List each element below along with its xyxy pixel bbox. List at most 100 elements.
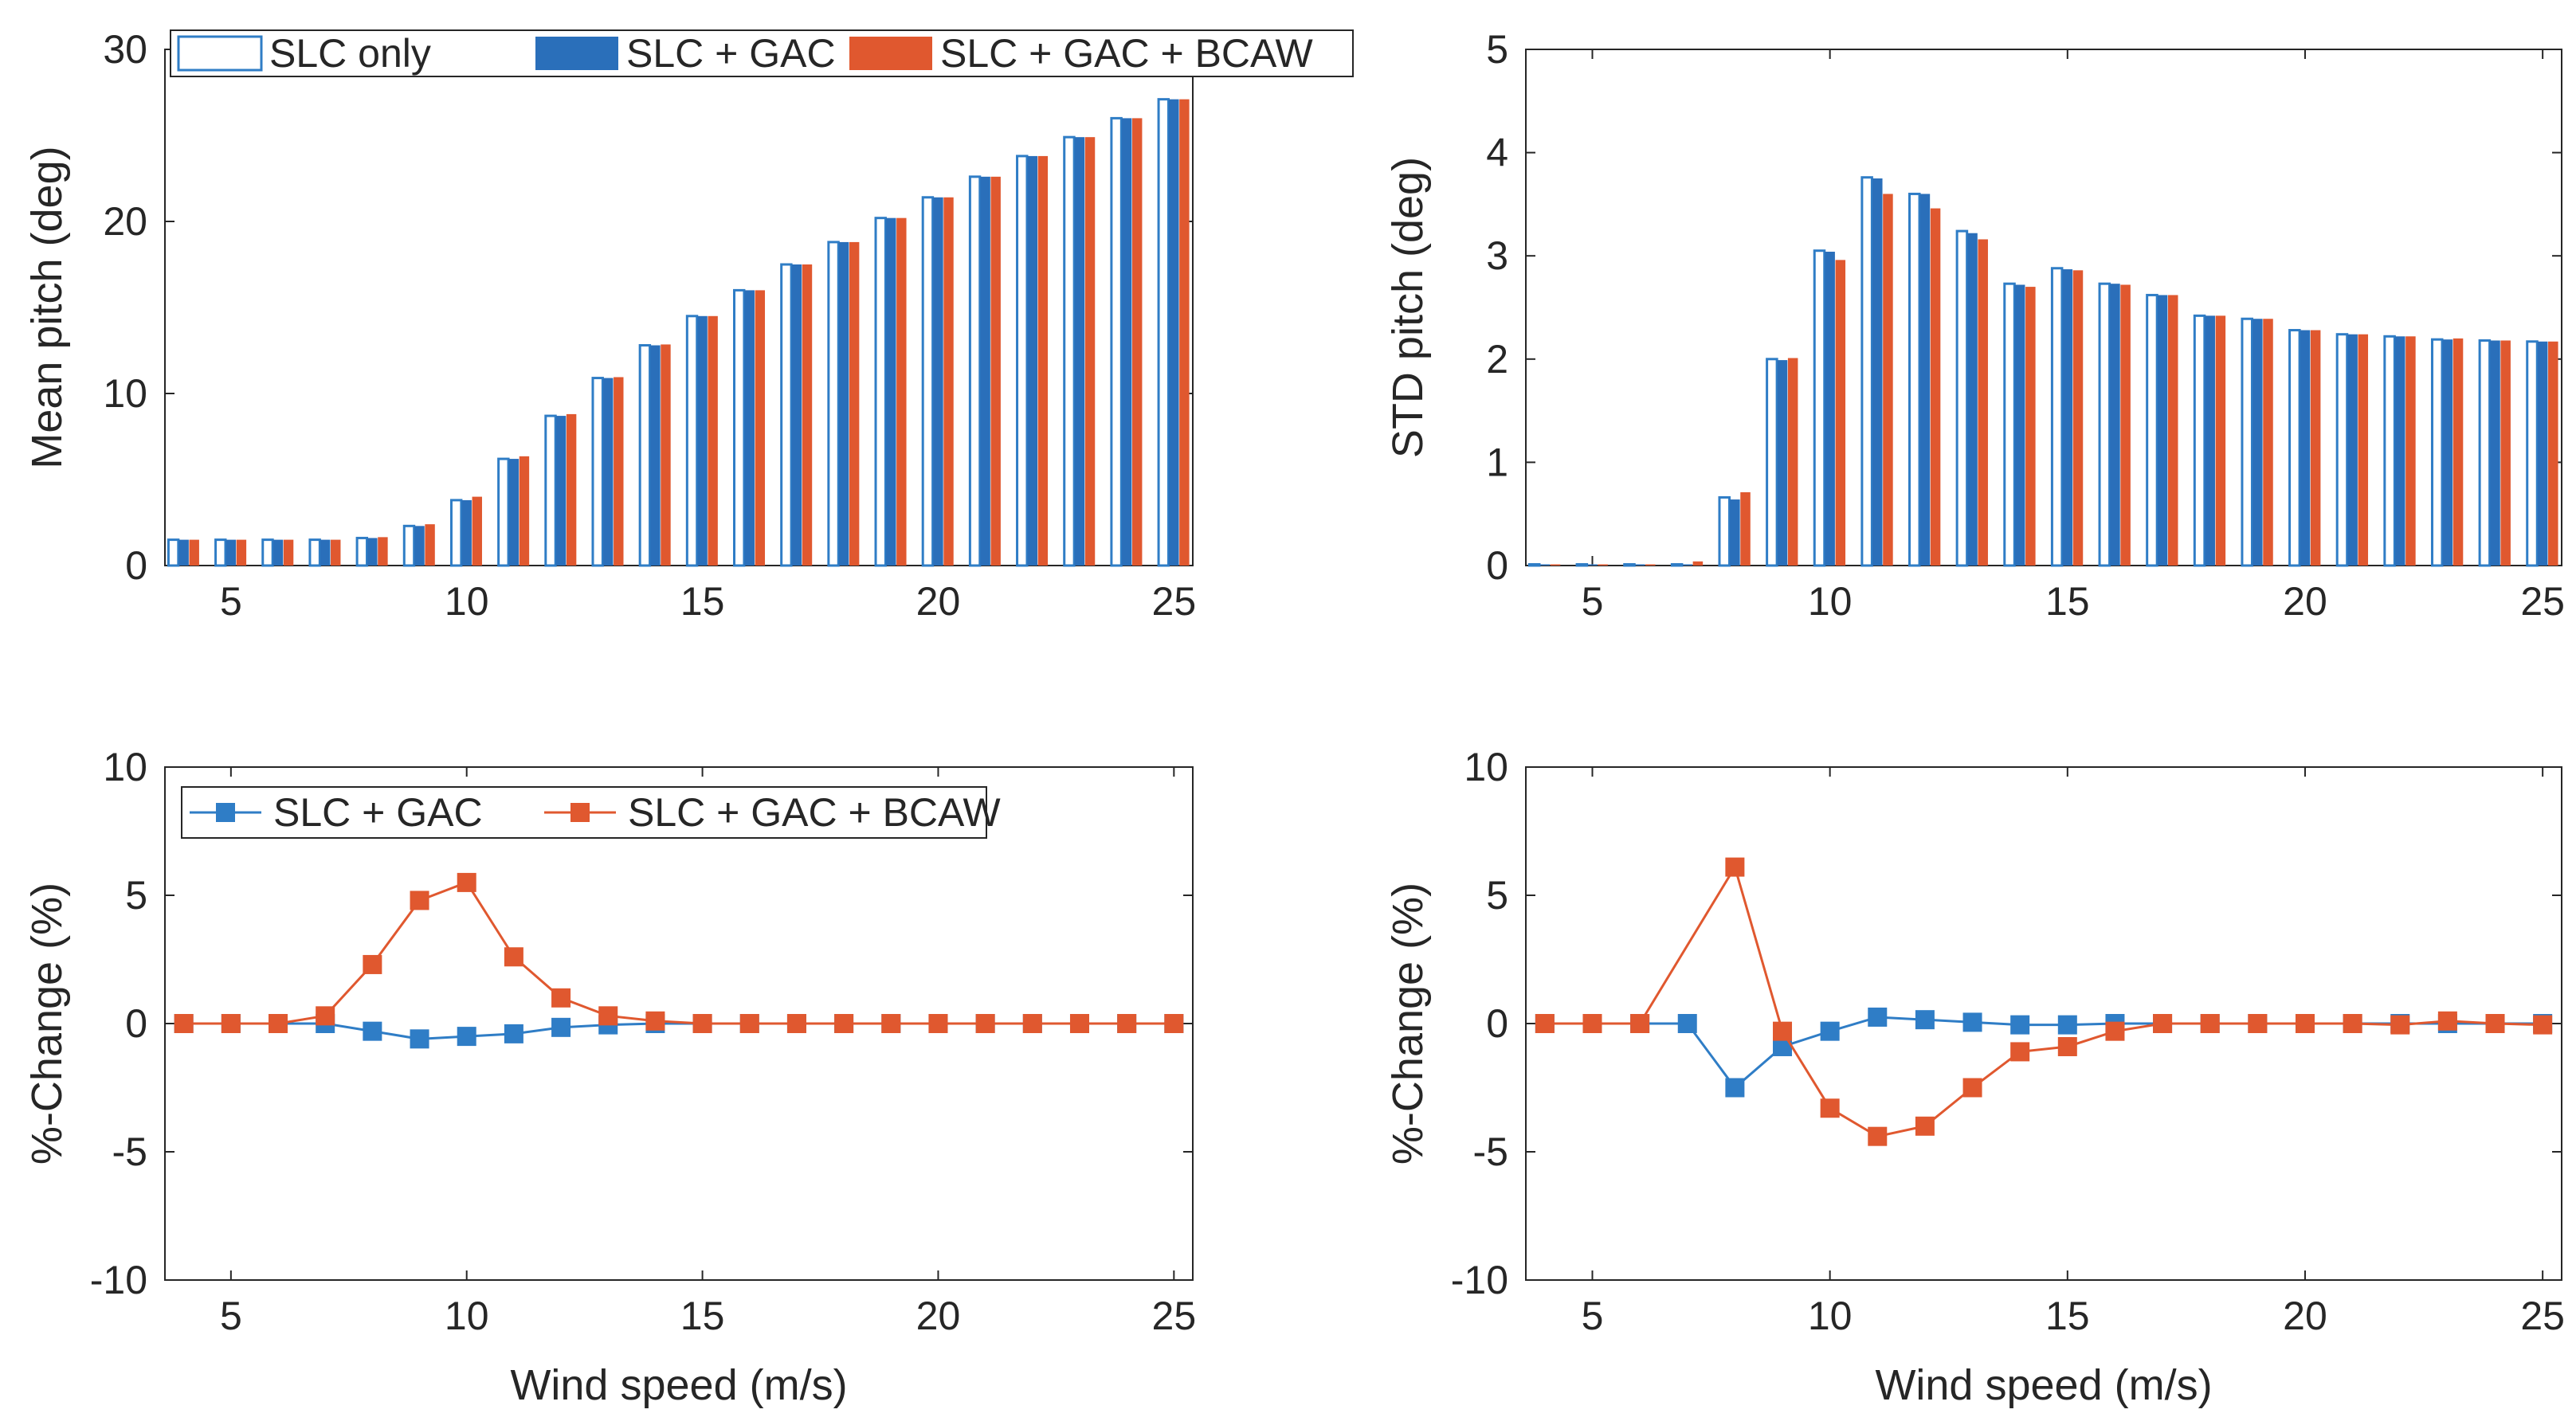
x-tick-label: 25 [2520, 579, 2565, 624]
bar-slc-gac [2394, 336, 2405, 566]
bar-slc-gac-bcaw [1550, 564, 1561, 566]
bar-slc-gac-bcaw [2405, 336, 2416, 566]
legend-swatch [535, 37, 618, 70]
x-tick-label: 5 [1582, 579, 1604, 624]
bar-slc-gac-bcaw [331, 539, 341, 566]
x-tick-label: 5 [220, 579, 242, 624]
marker-slc-gac-bcaw [1022, 1014, 1042, 1033]
bar-slc-only [874, 217, 887, 567]
legend-marker [216, 803, 235, 822]
bar-slc-only [1157, 98, 1170, 567]
bar-slc-gac-bcaw [802, 264, 813, 566]
marker-slc-gac-bcaw [2105, 1021, 2125, 1041]
y-tick-label: -10 [1451, 1258, 1508, 1302]
y-tick-label: -5 [112, 1129, 147, 1174]
bar-slc-gac-bcaw [2358, 334, 2369, 566]
bar-slc-gac-bcaw [1645, 564, 1656, 566]
bar-slc-only [968, 175, 982, 567]
bar-slc-gac-bcaw [2072, 270, 2084, 566]
bar-slc-only [497, 457, 510, 567]
bar-slc-gac [603, 378, 614, 566]
y-tick-label: 5 [1486, 27, 1508, 72]
bar-slc-gac-bcaw [1978, 239, 1988, 566]
bar-slc-gac [1682, 564, 1693, 566]
bar-slc-gac-bcaw [2025, 287, 2036, 566]
bar-slc-gac [1539, 564, 1551, 566]
bar-slc-gac-bcaw [1084, 137, 1096, 566]
marker-slc-gac-bcaw [645, 1011, 665, 1031]
legend-box [170, 29, 1354, 77]
bar-slc-gac [2442, 339, 2453, 566]
x-tick-label: 25 [2520, 1294, 2565, 1338]
bar-slc-gac-bcaw [2548, 341, 2558, 566]
bar-slc-only [2098, 282, 2111, 567]
bar-slc-only [2241, 317, 2253, 567]
bar-slc-only [355, 536, 369, 567]
bar-slc-gac [272, 539, 284, 566]
y-tick-label: 3 [1486, 233, 1508, 278]
bar-slc-only [261, 538, 274, 567]
marker-slc-gac-bcaw [1117, 1014, 1137, 1033]
bar-slc-gac-bcaw [2263, 319, 2273, 566]
bar-slc-only [2050, 267, 2064, 567]
marker-slc-gac-bcaw [1069, 1014, 1089, 1033]
bar-slc-only [2288, 329, 2301, 567]
marker-slc-gac [551, 1017, 571, 1037]
marker-slc-gac-bcaw [786, 1014, 806, 1033]
bar-slc-gac-bcaw [1037, 155, 1049, 566]
marker-slc-gac-bcaw [739, 1014, 759, 1033]
x-tick-label: 15 [2045, 579, 2090, 624]
bar-slc-only [1955, 229, 1969, 567]
marker-slc-gac-bcaw [1820, 1098, 1840, 1118]
bar-slc-gac [886, 217, 896, 566]
marker-slc-gac-bcaw [2153, 1014, 2173, 1033]
bar-slc-gac [1169, 99, 1179, 566]
x-tick-label: 20 [916, 579, 961, 624]
bar-slc-only [2383, 335, 2396, 567]
marker-slc-gac-bcaw [1962, 1078, 1982, 1098]
bar-slc-gac [791, 264, 802, 566]
bar-slc-only [2193, 314, 2206, 567]
x-tick-label: 10 [445, 1294, 489, 1338]
bar-slc-only [638, 344, 652, 567]
bar-slc-gac [2347, 334, 2358, 566]
marker-slc-gac-bcaw [1535, 1014, 1555, 1033]
bar-slc-gac [2205, 315, 2215, 566]
bar-slc-gac-bcaw [2452, 338, 2464, 566]
bar-slc-gac [697, 315, 708, 566]
bar-slc-gac [2537, 341, 2548, 566]
bar-slc-gac [1027, 155, 1038, 566]
bar-slc-only [167, 538, 180, 567]
bar-slc-only [685, 315, 699, 567]
bar-slc-only [2146, 293, 2158, 567]
bar-slc-gac [2062, 269, 2073, 566]
marker-slc-gac-bcaw [1630, 1014, 1650, 1033]
y-tick-label: 5 [125, 873, 147, 918]
marker-slc-gac-bcaw [2343, 1014, 2362, 1033]
legend-label: SLC only [269, 31, 431, 76]
bar-slc-gac [2490, 340, 2500, 566]
bar-slc-only [2430, 338, 2444, 567]
marker-slc-gac [504, 1024, 523, 1043]
bar-slc-gac-bcaw [1740, 491, 1751, 566]
marker-slc-gac-bcaw [221, 1014, 241, 1033]
y-tick-label: 0 [125, 543, 147, 588]
marker-slc-gac-bcaw [2010, 1042, 2030, 1062]
marker-slc-gac-bcaw [1868, 1126, 1888, 1146]
y-tick-label: 4 [1486, 131, 1508, 175]
marker-slc-gac-bcaw [2533, 1015, 2553, 1035]
bar-slc-gac-bcaw [1787, 358, 1798, 566]
bar-slc-gac [2110, 284, 2120, 566]
x-axis-label: Wind speed (m/s) [510, 1361, 847, 1409]
bar-slc-gac-bcaw [2310, 330, 2321, 566]
marker-slc-gac-bcaw [2200, 1014, 2220, 1033]
bar-slc-gac-bcaw [472, 496, 482, 566]
bar-slc-only [214, 538, 227, 567]
bar-slc-only [1908, 192, 1921, 567]
marker-slc-gac [1868, 1007, 1888, 1027]
legend: SLC + GAC SLC + GAC + BCAW [181, 786, 1002, 839]
marker-slc-gac-bcaw [1773, 1021, 1793, 1041]
marker-slc-gac-bcaw [2057, 1036, 2077, 1056]
